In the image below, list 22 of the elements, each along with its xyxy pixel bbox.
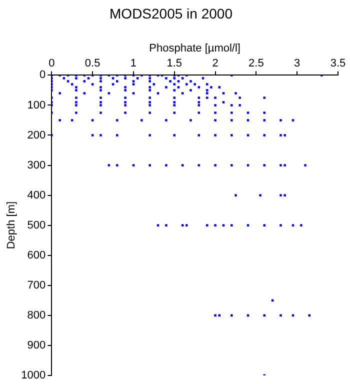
y-tick-label: 900 (27, 339, 46, 352)
y-tick-label: 600 (27, 249, 46, 262)
chart-title: MODS2005 in 2000 (110, 5, 233, 22)
y-axis-title: Depth [m] (6, 201, 18, 250)
y-tick-label: 200 (27, 129, 46, 142)
x-axis-title: Phosphate [µmol/l] (149, 42, 241, 54)
y-tick-label: 800 (27, 309, 46, 322)
x-tick-label: 1.5 (166, 58, 182, 70)
x-tick-label: 0.5 (84, 58, 100, 70)
y-tick-label: 700 (27, 279, 46, 292)
y-tick-label: 1000 (21, 369, 46, 382)
y-tick-label: 500 (27, 219, 46, 232)
y-tick-label: 300 (27, 159, 46, 172)
y-tick-label: 0 (40, 69, 46, 82)
x-tick-label: 2.5 (248, 58, 264, 70)
x-tick-label: 1 (130, 58, 137, 70)
y-tick-label: 100 (27, 99, 46, 112)
y-tick-label: 400 (27, 189, 46, 202)
x-tick-label: 3.5 (330, 58, 346, 70)
x-tick-label: 3 (294, 58, 300, 70)
x-tick-label: 2 (212, 58, 218, 70)
x-tick-label: 0 (48, 58, 55, 70)
